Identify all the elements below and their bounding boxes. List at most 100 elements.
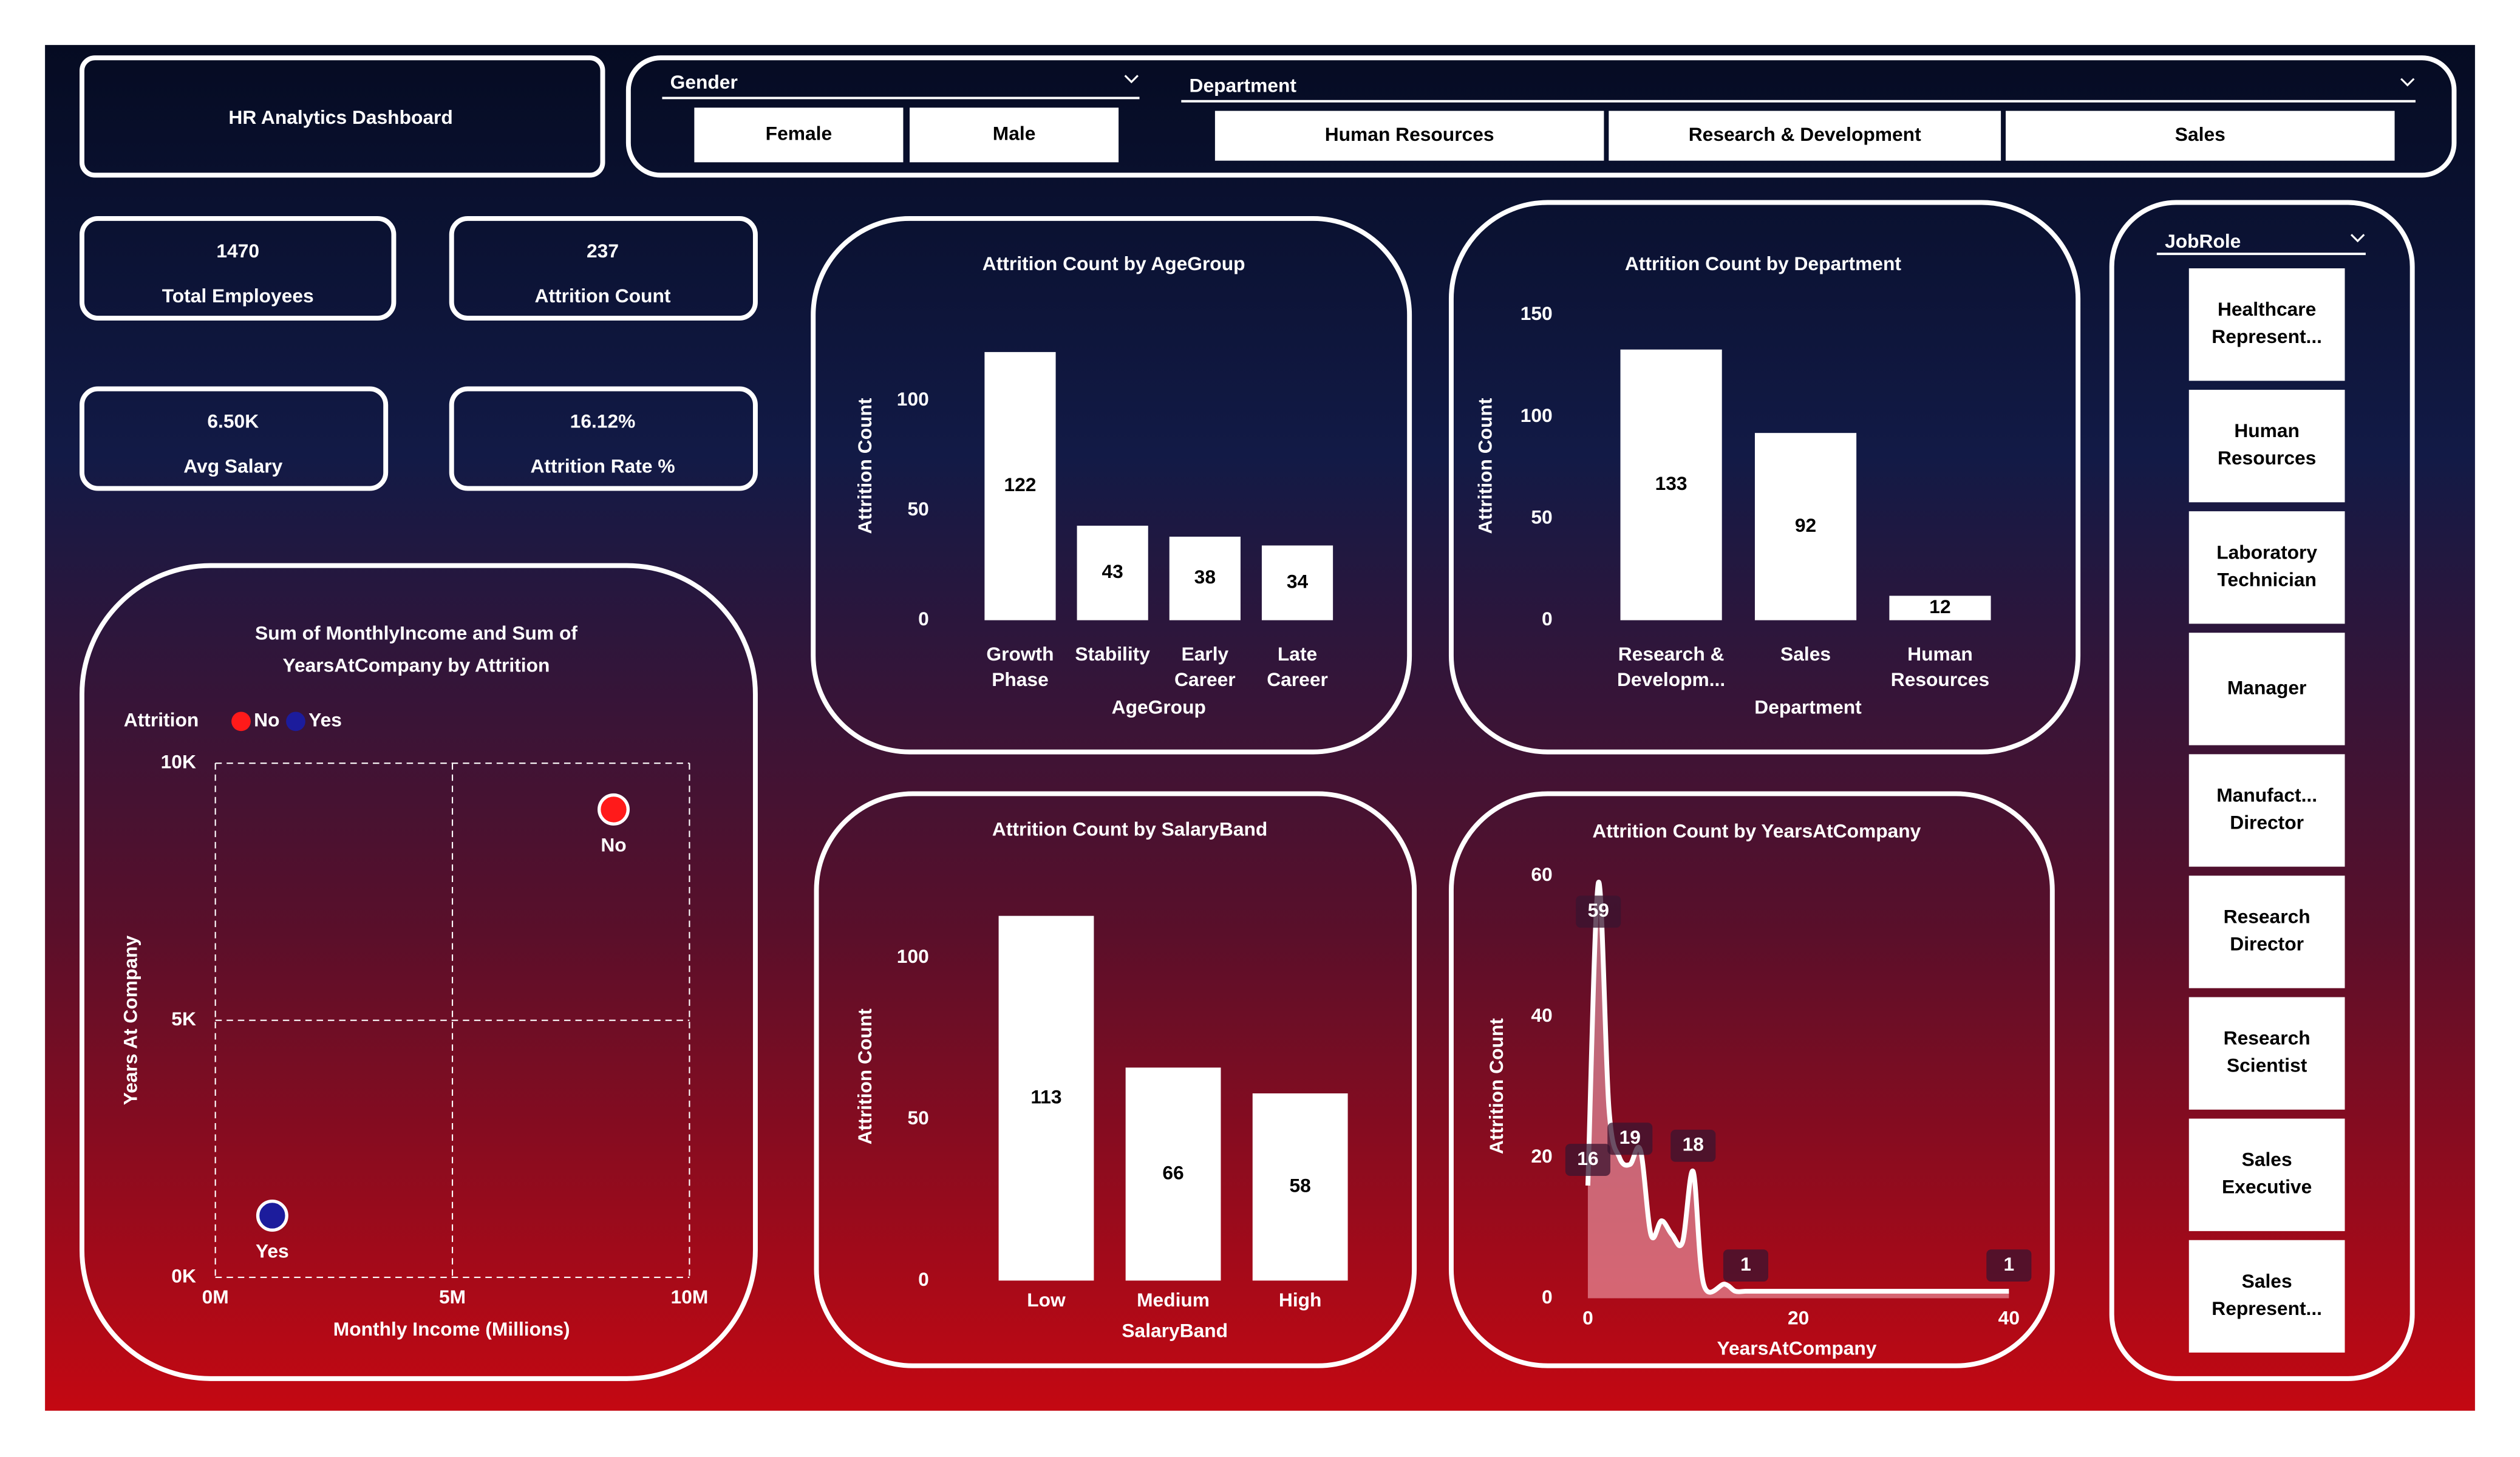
panel [449, 216, 758, 321]
slicer-button[interactable] [2188, 997, 2345, 1110]
slicer-option: Sales [2175, 123, 2225, 145]
y-tick-label: 150 [1521, 302, 1553, 324]
scatter-point [256, 1200, 288, 1232]
y-tick-label: 0 [918, 1268, 929, 1290]
x-tick-label: Growth Phase [986, 643, 1054, 690]
scatter-point [598, 793, 630, 826]
data-label-box [1576, 895, 1621, 928]
kpi-value: 16.12% [570, 410, 636, 432]
slicer-button[interactable] [2006, 110, 2395, 161]
point-label: Yes [256, 1240, 289, 1262]
x-tick-label: Medium [1137, 1289, 1210, 1311]
slicer-button[interactable] [2188, 1240, 2345, 1353]
y-tick-label: 0 [1542, 1286, 1553, 1308]
slicer-button[interactable] [694, 107, 904, 163]
x-axis-label: Monthly Income (Millions) [333, 1318, 570, 1340]
slicer-option: Research & Development [1689, 123, 1921, 145]
data-label: 59 [1588, 899, 1609, 921]
bar [984, 352, 1056, 620]
panel [80, 216, 397, 321]
slicer-label: Gender [670, 71, 738, 93]
area [1587, 882, 2009, 1299]
slicer-option: Research Director [2224, 906, 2311, 955]
bar-value-label: 113 [1030, 1085, 1061, 1107]
panel [1448, 200, 2081, 755]
y-tick-label: 0K [171, 1265, 196, 1286]
slicer-option: Human Resources [2218, 420, 2316, 469]
slicer-option: Male [993, 123, 1036, 144]
legend-marker [286, 712, 305, 732]
kpi-value: 1470 [216, 240, 259, 262]
bar-value-label: 122 [1004, 474, 1036, 495]
slicer-button[interactable] [2188, 511, 2345, 624]
slicer-button[interactable] [2188, 1118, 2345, 1231]
slicer-button[interactable] [1214, 110, 1604, 161]
bar [1125, 1067, 1221, 1281]
slicer-button[interactable] [910, 107, 1119, 163]
bar [1261, 545, 1333, 620]
bar [1252, 1093, 1348, 1281]
slicer-option: Female [766, 123, 832, 144]
y-axis-label: Attrition Count [1485, 1018, 1507, 1154]
kpi-label: Avg Salary [183, 455, 282, 477]
legend-label: No [254, 709, 279, 731]
data-label: 16 [1577, 1147, 1598, 1169]
dropdown-chevron[interactable] [2400, 78, 2415, 87]
chart-title: Attrition Count by SalaryBand [992, 818, 1267, 840]
slicer-button[interactable] [2188, 633, 2345, 745]
bar-value-label: 12 [1929, 596, 1950, 617]
bar-value-label: 58 [1290, 1175, 1311, 1197]
dashboard-title: HR Analytics Dashboard [228, 106, 452, 128]
y-axis-label: Attrition Count [1474, 398, 1496, 534]
point-label: No [601, 834, 626, 856]
x-axis-label: Department [1754, 696, 1862, 718]
y-tick-label: 100 [1521, 404, 1553, 426]
x-tick-label: Low [1027, 1289, 1066, 1311]
dropdown-chevron[interactable] [2350, 234, 2365, 243]
data-label-box [1986, 1249, 2032, 1282]
bar [1077, 525, 1148, 620]
data-label-box [1723, 1249, 1769, 1282]
y-tick-label: 50 [1531, 506, 1552, 528]
slicer-button[interactable] [2188, 875, 2345, 988]
y-tick-label: 40 [1531, 1004, 1552, 1026]
bar-value-label: 34 [1287, 570, 1309, 592]
bar-value-label: 133 [1655, 472, 1687, 494]
data-label-box [1670, 1129, 1716, 1162]
chart-title: Sum of MonthlyIncome and Sum of YearsAtCo… [255, 622, 577, 676]
x-tick-label: 0 [1582, 1306, 1593, 1328]
slicer-button[interactable] [2188, 268, 2345, 381]
panel [625, 55, 2457, 178]
slicer-option: Manager [2227, 676, 2307, 698]
panel [80, 563, 758, 1381]
chart-title: Attrition Count by Department [1625, 253, 1901, 274]
slicer-label: JobRole [2165, 230, 2241, 252]
panel [449, 386, 758, 491]
bar [1169, 537, 1241, 620]
x-tick-label: 40 [1998, 1306, 2020, 1328]
y-tick-label: 5K [171, 1008, 196, 1030]
slicer-button[interactable] [1609, 110, 2001, 161]
x-axis-label: SalaryBand [1122, 1319, 1228, 1341]
y-axis-label: Attrition Count [854, 398, 876, 534]
slicer-option: Sales Executive [2222, 1149, 2312, 1198]
slicer-button[interactable] [2188, 390, 2345, 503]
slicer-option: Human Resources [1325, 123, 1494, 145]
panel [80, 55, 605, 178]
x-tick-label: Early Career [1174, 643, 1236, 690]
x-tick-label: Stability [1075, 643, 1150, 665]
panel [811, 216, 1412, 755]
kpi-label: Attrition Rate % [530, 455, 675, 477]
x-tick-label: 0M [202, 1286, 229, 1308]
bar-value-label: 43 [1102, 560, 1123, 582]
legend-title: Attrition [124, 709, 199, 731]
slicer-button[interactable] [2188, 754, 2345, 867]
slicer-option: Sales Represent... [2212, 1270, 2322, 1319]
dropdown-chevron[interactable] [1124, 75, 1139, 84]
chart-title: Attrition Count by AgeGroup [982, 253, 1245, 274]
slicer-label: Department [1190, 74, 1297, 96]
y-tick-label: 0 [1542, 608, 1553, 630]
kpi-value: 237 [587, 240, 619, 262]
chart-title: Attrition Count by YearsAtCompany [1592, 820, 1921, 841]
y-tick-label: 50 [907, 498, 928, 520]
